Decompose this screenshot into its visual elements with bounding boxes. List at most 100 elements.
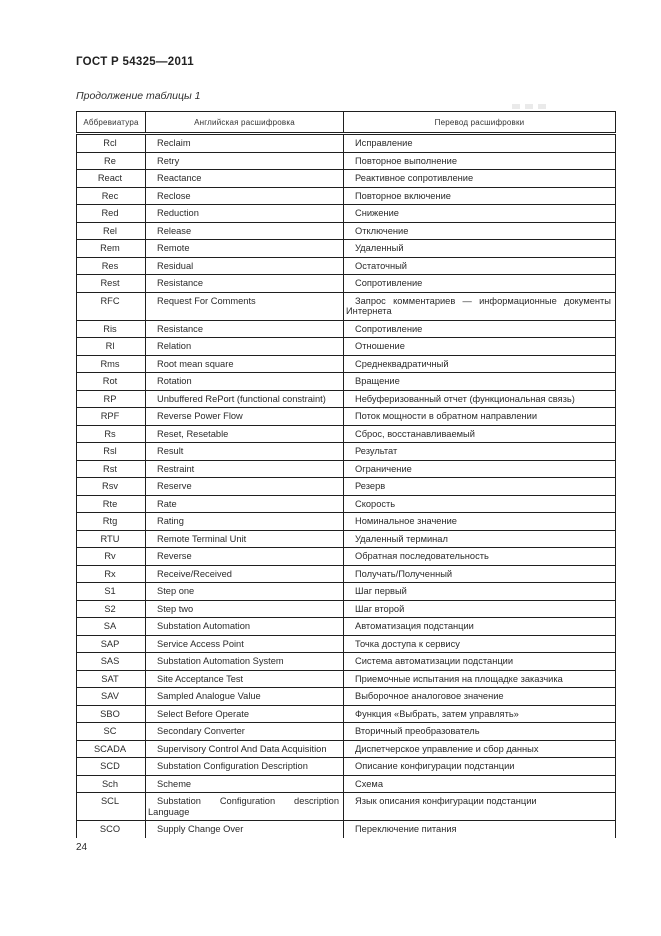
table-row: SAV Sampled Analogue Value Выборочное анал… bbox=[76, 687, 616, 706]
cell-abbreviation: SAS bbox=[76, 652, 146, 671]
cell-abbreviation: SA bbox=[76, 617, 146, 636]
cell-translation: Вращение bbox=[343, 372, 616, 391]
cell-abbreviation: Red bbox=[76, 204, 146, 223]
cell-english-expansion: Remote Terminal Unit bbox=[145, 529, 344, 548]
cell-abbreviation: Rec bbox=[76, 186, 146, 205]
cell-abbreviation: S1 bbox=[76, 582, 146, 601]
cell-abbreviation: RP bbox=[76, 389, 146, 408]
table-row: SBO Select Before Operate Функция «Выбрать… bbox=[76, 704, 616, 723]
table-row: Rms Root mean square Среднеквадратичный bbox=[76, 354, 616, 373]
cell-abbreviation: Rest bbox=[76, 274, 146, 293]
cell-translation: Снижение bbox=[343, 204, 616, 223]
cell-translation: Язык описания конфигурации подстанции bbox=[343, 792, 616, 821]
cell-abbreviation: SCO bbox=[76, 820, 146, 838]
table-header-row: Аббревиатура Английская расшифровка Пере… bbox=[76, 111, 616, 135]
cell-translation: Точка доступа к сервису bbox=[343, 634, 616, 653]
cell-abbreviation: Sch bbox=[76, 774, 146, 793]
cell-translation: Приемочные испытания на площадке заказчи… bbox=[343, 669, 616, 688]
table-row: SCD Substation Configuration Description О… bbox=[76, 757, 616, 776]
cell-english-expansion: Restraint bbox=[145, 459, 344, 478]
cell-english-expansion: Sampled Analogue Value bbox=[145, 687, 344, 706]
cell-translation: Номинальное значение bbox=[343, 512, 616, 531]
cell-translation: Описание конфигурации подстанции bbox=[343, 757, 616, 776]
cell-abbreviation: SBO bbox=[76, 704, 146, 723]
cell-english-expansion: Root mean square bbox=[145, 354, 344, 373]
cell-translation: Вторичный преобразователь bbox=[343, 722, 616, 741]
cell-abbreviation: Res bbox=[76, 256, 146, 275]
cell-english-expansion: Select Before Operate bbox=[145, 704, 344, 723]
abbreviations-table: Аббревиатура Английская расшифровка Пере… bbox=[76, 111, 616, 838]
cell-abbreviation: SAV bbox=[76, 687, 146, 706]
cell-translation: Скорость bbox=[343, 494, 616, 513]
cell-english-expansion: Rating bbox=[145, 512, 344, 531]
cell-english-expansion: Result bbox=[145, 442, 344, 461]
cell-translation: Удаленный bbox=[343, 239, 616, 258]
cell-english-expansion: Retry bbox=[145, 151, 344, 170]
table-row: SAP Service Access Point Точка доступа к с… bbox=[76, 634, 616, 653]
cell-abbreviation: Rs bbox=[76, 424, 146, 443]
table-row: Red Reduction Снижение bbox=[76, 204, 616, 223]
cell-abbreviation: Rtg bbox=[76, 512, 146, 531]
cell-english-expansion: Reverse bbox=[145, 547, 344, 566]
cell-abbreviation: RPF bbox=[76, 407, 146, 426]
cell-english-expansion: Scheme bbox=[145, 774, 344, 793]
cell-translation: Шаг первый bbox=[343, 582, 616, 601]
cell-abbreviation: Ris bbox=[76, 319, 146, 338]
cell-translation: Переключение питания bbox=[343, 820, 616, 838]
abbreviations-table-wrap: Аббревиатура Английская расшифровка Пере… bbox=[76, 111, 616, 838]
table-row: SAS Substation Automation System Система а… bbox=[76, 652, 616, 671]
table-row: React Reactance Реактивное сопротивление bbox=[76, 169, 616, 188]
cell-translation: Поток мощности в обратном направлении bbox=[343, 407, 616, 426]
cell-english-expansion: Rate bbox=[145, 494, 344, 513]
table-row: SC Secondary Converter Вторичный преобразо… bbox=[76, 722, 616, 741]
cell-english-expansion: Reclaim bbox=[145, 133, 344, 153]
cell-abbreviation: SCD bbox=[76, 757, 146, 776]
cell-translation: Среднеквадратичный bbox=[343, 354, 616, 373]
cell-translation: Реактивное сопротивление bbox=[343, 169, 616, 188]
cell-english-expansion: Reverse Power Flow bbox=[145, 407, 344, 426]
table-row: SCO Supply Change Over Переключение питани… bbox=[76, 820, 616, 838]
cell-translation: Обратная последовательность bbox=[343, 547, 616, 566]
cell-english-expansion: Residual bbox=[145, 256, 344, 275]
table-row: RTU Remote Terminal Unit Удаленный термина… bbox=[76, 529, 616, 548]
cell-translation: Исправление bbox=[343, 133, 616, 153]
cell-translation: Функция «Выбрать, затем управлять» bbox=[343, 704, 616, 723]
cell-translation: Сброс, восстанавливаемый bbox=[343, 424, 616, 443]
cell-abbreviation: SAT bbox=[76, 669, 146, 688]
abbreviations-table-body: Rcl Reclaim Исправление Re Retry Повторное вы… bbox=[76, 133, 616, 838]
table-row: Rec Reclose Повторное включение bbox=[76, 186, 616, 205]
table-row: Rl Relation Отношение bbox=[76, 337, 616, 356]
cell-translation: Отключение bbox=[343, 221, 616, 240]
cell-abbreviation: Rsl bbox=[76, 442, 146, 461]
cell-english-expansion: Site Acceptance Test bbox=[145, 669, 344, 688]
table-row: Rx Receive/Received Получать/Полученный bbox=[76, 564, 616, 583]
cell-translation: Диспетчерское управление и сбор данных bbox=[343, 739, 616, 758]
cell-translation: Запрос комментариев — информационные док… bbox=[343, 291, 616, 321]
cell-translation: Схема bbox=[343, 774, 616, 793]
table-row: Re Retry Повторное выполнение bbox=[76, 151, 616, 170]
cell-abbreviation: SCL bbox=[76, 792, 146, 821]
table-row: S1 Step one Шаг первый bbox=[76, 582, 616, 601]
cell-translation: Шаг второй bbox=[343, 599, 616, 618]
cell-english-expansion: Resistance bbox=[145, 274, 344, 293]
cell-english-expansion: Substation Configuration Description bbox=[145, 757, 344, 776]
cell-translation: Отношение bbox=[343, 337, 616, 356]
cell-translation: Повторное включение bbox=[343, 186, 616, 205]
table-row: Res Residual Остаточный bbox=[76, 256, 616, 275]
cell-abbreviation: Rx bbox=[76, 564, 146, 583]
table-row: Rtg Rating Номинальное значение bbox=[76, 512, 616, 531]
cell-english-expansion: Service Access Point bbox=[145, 634, 344, 653]
cell-english-expansion: Reset, Resetable bbox=[145, 424, 344, 443]
cell-english-expansion: Release bbox=[145, 221, 344, 240]
column-header-translation: Перевод расшифровки bbox=[343, 111, 616, 135]
cell-abbreviation: Rcl bbox=[76, 133, 146, 153]
cell-english-expansion: Reclose bbox=[145, 186, 344, 205]
cell-english-expansion: Reserve bbox=[145, 477, 344, 496]
cell-english-expansion: Supply Change Over bbox=[145, 820, 344, 838]
page-number: 24 bbox=[76, 842, 88, 853]
cell-english-expansion: Receive/Received bbox=[145, 564, 344, 583]
cell-abbreviation: Rel bbox=[76, 221, 146, 240]
cell-english-expansion: Supervisory Control And Data Acquisition bbox=[145, 739, 344, 758]
cell-english-expansion: Request For Comments bbox=[145, 291, 344, 321]
cell-abbreviation: RFC bbox=[76, 291, 146, 321]
